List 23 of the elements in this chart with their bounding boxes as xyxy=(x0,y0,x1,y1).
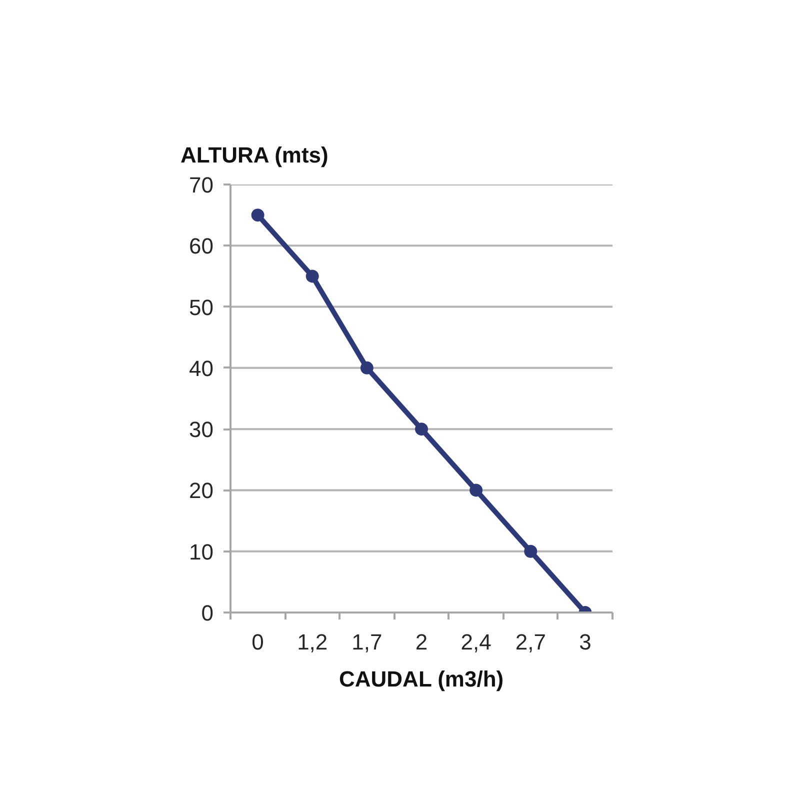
x-tick-label: 1,7 xyxy=(352,630,382,654)
y-tick-label: 50 xyxy=(189,294,214,320)
x-tick-label: 2 xyxy=(415,630,428,654)
y-tick-label: 70 xyxy=(189,172,214,198)
point xyxy=(306,270,319,283)
point xyxy=(251,208,264,222)
point xyxy=(470,484,483,497)
y-tick-label: 10 xyxy=(189,539,214,564)
y-tick-label: 0 xyxy=(201,600,214,626)
point xyxy=(360,361,374,374)
x-axis-title: CAUDAL (m3/h) xyxy=(339,666,504,692)
y-tick-label: 30 xyxy=(189,417,214,442)
x-tick-label: 2,7 xyxy=(515,630,546,654)
point xyxy=(524,544,538,558)
x-tick-label: 3 xyxy=(579,630,592,654)
y-tick-label: 60 xyxy=(189,234,214,259)
y-tick-label: 40 xyxy=(189,356,214,381)
y-tick-label: 20 xyxy=(189,478,214,504)
x-tick-label: 1,2 xyxy=(297,630,328,654)
point xyxy=(415,422,428,436)
x-tick-label: 0 xyxy=(252,630,264,654)
x-tick-label: 2,4 xyxy=(460,630,492,654)
y-axis-title: ALTURA (mts) xyxy=(180,142,328,168)
